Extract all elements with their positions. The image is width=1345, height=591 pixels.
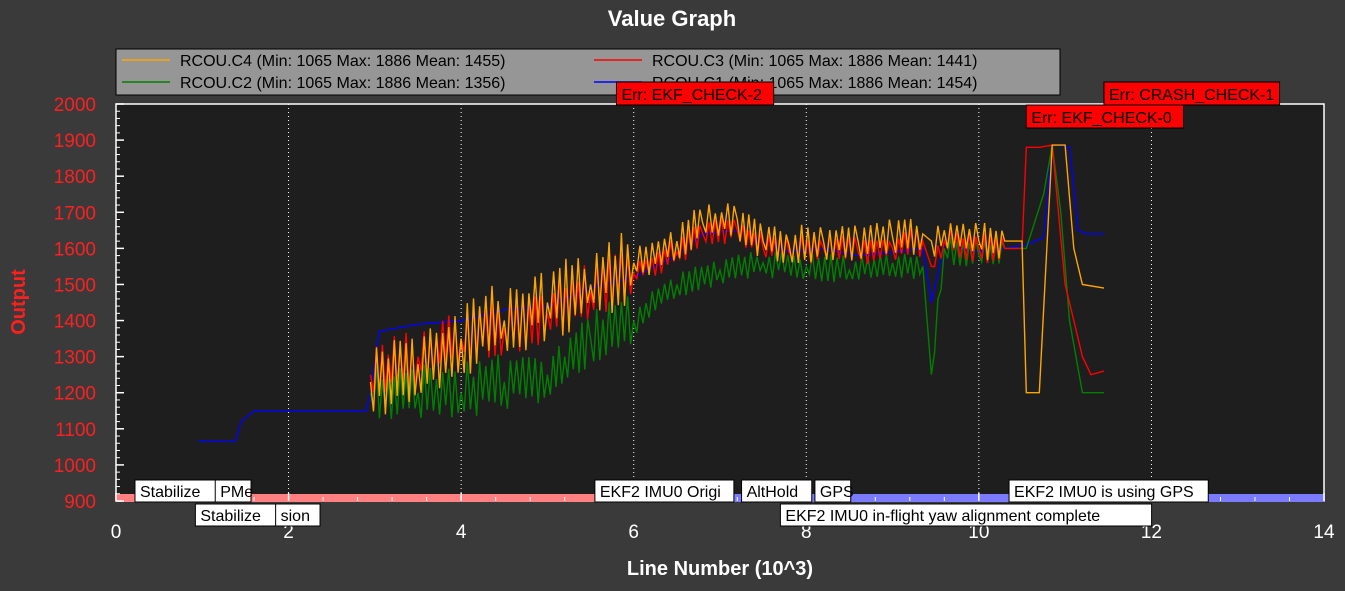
y-tick-label: 1200 (54, 384, 96, 405)
y-tick-label: 900 (64, 492, 96, 513)
x-tick-label: 6 (628, 522, 639, 543)
error-marker-label: Err: CRASH_CHECK-1 (1109, 87, 1274, 104)
y-tick-label: 1500 (54, 275, 96, 296)
legend-label: RCOU.C2 (Min: 1065 Max: 1886 Mean: 1356) (180, 75, 505, 92)
y-tick-label: 1400 (54, 312, 96, 333)
annotation-top-label: EKF2 IMU0 Origi (600, 484, 721, 501)
annotation-top-label: GPS (820, 484, 854, 501)
minor-ticks (115, 103, 1325, 502)
x-tick-label: 8 (801, 522, 812, 543)
error-marker-label: Err: EKF_CHECK-0 (1031, 110, 1172, 127)
annotation-bottom: Stabilize (194, 503, 284, 527)
annotation-bottom: EKF2 IMU0 in-flight yaw alignment comple… (779, 503, 1153, 527)
y-tick-label: 1800 (54, 167, 96, 188)
x-tick-label: 14 (1313, 522, 1335, 543)
annotation-top: EKF2 IMU0 Origi (594, 479, 735, 503)
error-marker: Err: CRASH_CHECK-1 (1103, 81, 1281, 106)
annotation-bottom-label: EKF2 IMU0 in-flight yaw alignment comple… (785, 508, 1100, 525)
x-tick-label: 0 (111, 522, 122, 543)
legend-label: RCOU.C4 (Min: 1065 Max: 1886 Mean: 1455) (180, 53, 505, 70)
annotation-top: GPS (814, 479, 854, 503)
y-tick-label: 1100 (55, 420, 96, 441)
annotations: Stabilize PMe EKF2 IMU0 Origi AltHold GPS EKF… (134, 479, 1209, 527)
legend-box (115, 48, 1061, 96)
series-line-RCOU.C4 (369, 144, 1105, 415)
annotation-bottom-label: sion (281, 508, 310, 525)
mode-band (599, 494, 1324, 502)
annotation-top-label: PMe (220, 484, 253, 501)
y-tick-label: 1300 (54, 348, 96, 369)
y-tick-label: 2000 (54, 95, 96, 116)
y-tick-label: 1900 (54, 131, 96, 152)
x-tick-label: 2 (283, 522, 294, 543)
legend-entry[interactable]: RCOU.C2 (Min: 1065 Max: 1886 Mean: 1356) (122, 75, 505, 92)
x-axis-ticks: 0 2 4 6 8 10 12 14 (111, 522, 1335, 543)
error-markers: Err: EKF_CHECK-2 Err: CRASH_CHECK-1 Err: E… (615, 81, 1281, 129)
x-tick-label: 4 (456, 522, 467, 543)
y-tick-label: 1600 (54, 239, 96, 260)
annotation-bottom: sion (275, 503, 321, 527)
annotation-top: Stabilize (134, 479, 223, 503)
series-line-RCOU.C2 (369, 144, 1104, 419)
annotation-top: EKF2 IMU0 is using GPS (1008, 479, 1209, 503)
y-tick-label: 1700 (54, 203, 96, 224)
legend-label: RCOU.C3 (Min: 1065 Max: 1886 Mean: 1441) (652, 53, 977, 70)
chart-title: Value Graph (608, 6, 736, 31)
legend-entry[interactable]: RCOU.C3 (Min: 1065 Max: 1886 Mean: 1441) (594, 53, 977, 70)
annotation-top-label: AltHold (747, 484, 799, 501)
plot-area[interactable] (115, 103, 1325, 502)
annotation-top: PMe (214, 479, 253, 503)
series-layer (198, 144, 1105, 443)
error-marker-label: Err: EKF_CHECK-2 (621, 87, 762, 104)
annotation-top-label: EKF2 IMU0 is using GPS (1014, 484, 1194, 501)
x-tick-label: 12 (1141, 522, 1162, 543)
x-tick-label: 10 (968, 522, 989, 543)
annotation-top: AltHold (741, 479, 813, 503)
error-marker: Err: EKF_CHECK-2 (615, 81, 775, 106)
y-axis-label: Output (8, 269, 30, 335)
y-axis-ticks: 900 1000 1100 1200 1300 1400 1500 1600 1700 1800 1… (54, 95, 96, 513)
annotation-top-label: Stabilize (140, 484, 201, 501)
legend: RCOU.C4 (Min: 1065 Max: 1886 Mean: 1455)… (115, 48, 1061, 96)
annotation-bottom-label: Stabilize (200, 508, 261, 525)
x-axis-label: Line Number (10^3) (627, 558, 813, 580)
y-tick-label: 1000 (54, 456, 96, 477)
legend-entry[interactable]: RCOU.C4 (Min: 1065 Max: 1886 Mean: 1455) (122, 53, 505, 70)
error-marker: Err: EKF_CHECK-0 (1025, 104, 1185, 129)
